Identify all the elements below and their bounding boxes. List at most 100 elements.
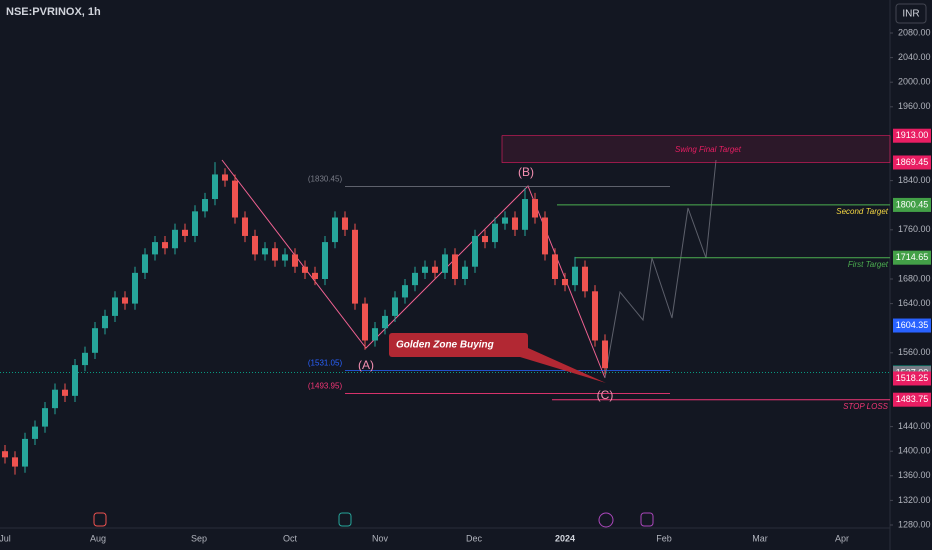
candle-body bbox=[272, 248, 278, 261]
candle-body bbox=[572, 266, 578, 286]
candle-body bbox=[542, 217, 548, 255]
candle-body bbox=[412, 272, 418, 286]
candle-body bbox=[482, 235, 488, 243]
y-tick-label: 1760.00 bbox=[898, 224, 931, 234]
y-tick-label: 2040.00 bbox=[898, 52, 931, 62]
chart-title: NSE:PVRINOX, 1h bbox=[6, 6, 101, 18]
candle-body bbox=[362, 303, 368, 341]
projection bbox=[604, 159, 717, 379]
candle-body bbox=[322, 242, 328, 279]
y-tick-label: 1280.00 bbox=[898, 519, 931, 529]
y-tick-label: 1320.00 bbox=[898, 495, 931, 505]
candle-body bbox=[382, 315, 388, 329]
candle-body bbox=[442, 254, 448, 273]
candle-body bbox=[132, 272, 138, 304]
target-label: Second Target bbox=[836, 207, 889, 216]
candle-body bbox=[42, 408, 48, 427]
candle-body bbox=[262, 248, 268, 255]
event-icon[interactable] bbox=[598, 512, 614, 528]
candle-body bbox=[462, 266, 468, 279]
price-label-bg bbox=[893, 250, 931, 265]
zone-label: Swing Final Target bbox=[675, 145, 742, 154]
callout-box bbox=[389, 333, 528, 357]
candle-body bbox=[252, 235, 258, 255]
price-label-bg bbox=[893, 155, 931, 170]
y-tick-label: 1440.00 bbox=[898, 421, 931, 431]
price-label-bg bbox=[893, 318, 931, 333]
x-tick-label: Feb bbox=[656, 533, 672, 543]
x-tick-label: 2024 bbox=[555, 533, 575, 543]
price-label: 1913.00 bbox=[896, 130, 929, 140]
y-tick-label: 1560.00 bbox=[898, 347, 931, 357]
candle-body bbox=[402, 285, 408, 298]
x-tick-label: Apr bbox=[835, 533, 849, 543]
candle-body bbox=[602, 340, 608, 369]
y-tick-label: 1840.00 bbox=[898, 175, 931, 185]
y-tick-label: 2080.00 bbox=[898, 27, 931, 37]
y-tick-label: 1400.00 bbox=[898, 446, 931, 456]
candle-body bbox=[162, 242, 168, 249]
candle-body bbox=[212, 174, 218, 200]
candle-body bbox=[232, 180, 238, 218]
price-label-bg bbox=[893, 371, 931, 386]
candle-body bbox=[472, 235, 478, 267]
candle-body bbox=[142, 254, 148, 273]
x-tick-label: Aug bbox=[90, 533, 106, 543]
x-tick-label: Jul bbox=[0, 533, 11, 543]
y-tick-label: 1680.00 bbox=[898, 273, 931, 283]
x-tick-label: Sep bbox=[191, 533, 207, 543]
wave-label: (A) bbox=[358, 358, 374, 372]
price-label: 1800.45 bbox=[896, 199, 929, 209]
y-tick-label: 2000.00 bbox=[898, 77, 931, 87]
wave-label: (C) bbox=[597, 388, 614, 402]
y-tick-label: 1360.00 bbox=[898, 470, 931, 480]
candle-body bbox=[432, 266, 438, 273]
event-icon[interactable] bbox=[640, 512, 654, 527]
candle-body bbox=[192, 211, 198, 236]
wave-label: (B) bbox=[518, 165, 534, 179]
x-tick-label: Nov bbox=[372, 533, 389, 543]
x-tick-label: Dec bbox=[466, 533, 483, 543]
price-label: 1604.35 bbox=[896, 320, 929, 330]
candle-body bbox=[502, 217, 508, 224]
callout-text: Golden Zone Buying bbox=[396, 340, 494, 351]
candle-body bbox=[342, 217, 348, 230]
candle-body bbox=[172, 229, 178, 249]
target-label: STOP LOSS bbox=[843, 402, 889, 411]
event-icon[interactable] bbox=[338, 512, 352, 527]
candle-body bbox=[422, 266, 428, 273]
candle-body bbox=[282, 254, 288, 261]
target-label: First Target bbox=[848, 260, 889, 269]
candle-body bbox=[352, 229, 358, 304]
candle-body bbox=[92, 328, 98, 353]
y-tick-label: 1640.00 bbox=[898, 298, 931, 308]
price-label: 1869.45 bbox=[896, 157, 929, 167]
price-label-bg bbox=[893, 197, 931, 212]
candle-body bbox=[492, 223, 498, 243]
candle-body bbox=[592, 291, 598, 341]
candle-body bbox=[532, 199, 538, 218]
candle-body bbox=[512, 217, 518, 230]
price-label: 1714.65 bbox=[896, 252, 929, 262]
currency[interactable]: INR bbox=[902, 9, 919, 20]
x-tick-label: Mar bbox=[752, 533, 768, 543]
y-tick-label: 1960.00 bbox=[898, 101, 931, 111]
event-icon[interactable] bbox=[93, 512, 107, 527]
candle-body bbox=[112, 297, 118, 316]
candle-body bbox=[562, 279, 568, 286]
candle-body bbox=[2, 451, 8, 458]
candle-body bbox=[292, 254, 298, 267]
candle-body bbox=[12, 457, 18, 467]
x-tick-label: Oct bbox=[283, 533, 298, 543]
candle-body bbox=[102, 315, 108, 329]
candle-body bbox=[152, 242, 158, 255]
target-zone bbox=[501, 135, 891, 163]
candle-body bbox=[122, 297, 128, 304]
candle-body bbox=[82, 352, 88, 366]
candle-body bbox=[332, 217, 338, 243]
candle-body bbox=[522, 199, 528, 230]
candle-body bbox=[52, 389, 58, 409]
candle-body bbox=[62, 389, 68, 396]
currency-box[interactable] bbox=[895, 3, 927, 24]
